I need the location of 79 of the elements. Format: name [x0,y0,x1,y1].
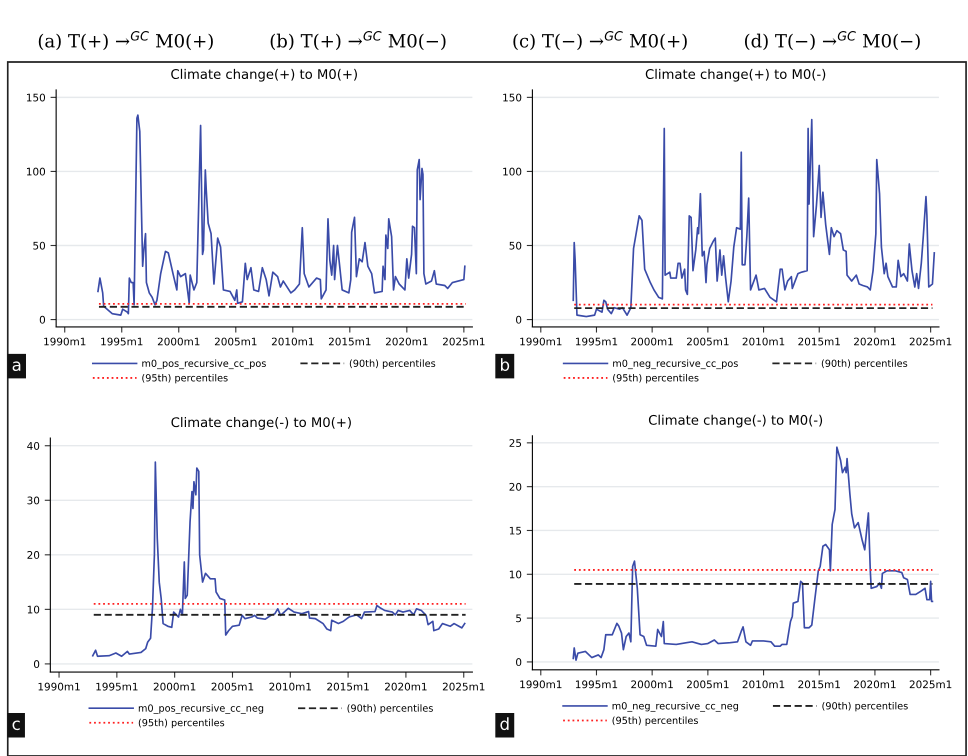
x-tick-label: 2015m1 [798,680,840,688]
legend-label: m0_neg_recursive_cc_pos [613,359,738,370]
text: b [501,358,510,371]
x-tick-label: 2025m1 [442,682,484,691]
y-tick-label: 0 [516,658,522,666]
x-tick-label: 2020m1 [385,682,427,691]
text: (d) T(−) →$^{GC}$ M0(−) [744,31,920,50]
x-tick-label: 1995m1 [96,682,138,691]
y-tick-label: 100 [503,168,522,176]
y-tick-label: 150 [26,94,46,102]
text: (c) T(−) →$^{GC}$ M0(+) [513,31,687,50]
y-tick-label: 0 [516,316,522,324]
y-tick-label: 150 [503,94,522,102]
x-tick-label: 1990m1 [44,338,86,346]
x-tick-label: 2000m1 [631,338,673,346]
legend-label: (95th) percentiles [142,374,228,384]
x-tick-label: 2015m1 [327,682,369,691]
text: (b) T(+) →$^{GC}$ M0(−) [270,31,446,50]
x-tick-label: 2010m1 [742,680,784,688]
line-series [572,118,936,318]
text: c [12,720,20,730]
x-tick-label: 2020m1 [854,338,896,346]
chart-title: Climate change(+) to M0(-) [646,68,826,82]
y-tick-label: 50 [510,242,522,250]
x-tick-label: 2025m1 [910,680,952,688]
y-tick-label: 15 [510,526,522,535]
x-tick-label: 2000m1 [154,682,196,691]
x-tick-label: 2000m1 [631,680,673,688]
legend-label: (95th) percentiles [612,716,698,726]
x-tick-label: 1990m1 [38,682,80,691]
x-tick-label: 2015m1 [328,338,370,346]
x-tick-label: 2010m1 [272,338,314,346]
y-tick-label: 0 [34,660,40,668]
x-tick-label: 1995m1 [101,338,142,346]
y-tick-label: 50 [33,242,46,250]
y-tick-label: 5 [516,614,522,622]
x-tick-label: 1995m1 [576,338,618,346]
x-tick-label: 1995m1 [576,680,618,688]
x-tick-label: 2010m1 [269,682,311,691]
x-tick-label: 2000m1 [158,338,200,346]
y-tick-label: 20 [509,482,522,491]
line-series [97,114,466,316]
legend-label: m0_neg_recursive_cc_neg [612,702,738,712]
chart-title: Climate change(+) to M0(+) [171,68,357,82]
x-tick-label: 1990m1 [520,680,562,688]
legend-label: (90th) percentiles [822,702,908,712]
x-tick-label: 2005m1 [686,680,729,688]
y-tick-label: 0 [40,316,46,324]
chart-title: Climate change(-) to M0(+) [171,416,351,430]
legend-label: (90th) percentiles [348,704,433,714]
y-tick-label: 20 [27,551,40,559]
chart-title: Climate change(-) to M0(-) [648,414,822,428]
x-tick-label: 2015m1 [798,338,840,346]
y-tick-label: 100 [26,168,46,176]
legend-label: (90th) percentiles [350,359,436,369]
x-tick-label: 2005m1 [686,338,729,346]
y-tick-label: 40 [27,442,40,450]
x-tick-label: 2025m1 [442,338,485,346]
line-series [572,446,934,662]
y-tick-label: 10 [510,570,522,578]
legend-label: (95th) percentiles [613,374,699,384]
x-tick-label: 2025m1 [910,338,952,346]
x-tick-label: 2020m1 [386,338,428,346]
legend-label: m0_pos_recursive_cc_pos [142,359,266,370]
x-tick-label: 2005m1 [214,338,256,346]
text: a [12,361,20,371]
x-tick-label: 2020m1 [854,680,896,688]
line-series [92,461,466,658]
y-tick-label: 30 [27,496,40,504]
y-tick-label: 10 [28,606,40,614]
legend-label: (95th) percentiles [138,718,224,728]
text: d [500,717,509,730]
legend-label: (90th) percentiles [822,359,908,369]
x-tick-label: 1990m1 [520,338,562,346]
x-tick-label: 2005m1 [212,682,254,691]
y-tick-label: 25 [509,439,522,447]
legend-label: m0_pos_recursive_cc_neg [138,704,264,714]
x-tick-label: 2010m1 [742,338,784,346]
text: (a) T(+) →$^{GC}$ M0(+) [38,31,213,50]
